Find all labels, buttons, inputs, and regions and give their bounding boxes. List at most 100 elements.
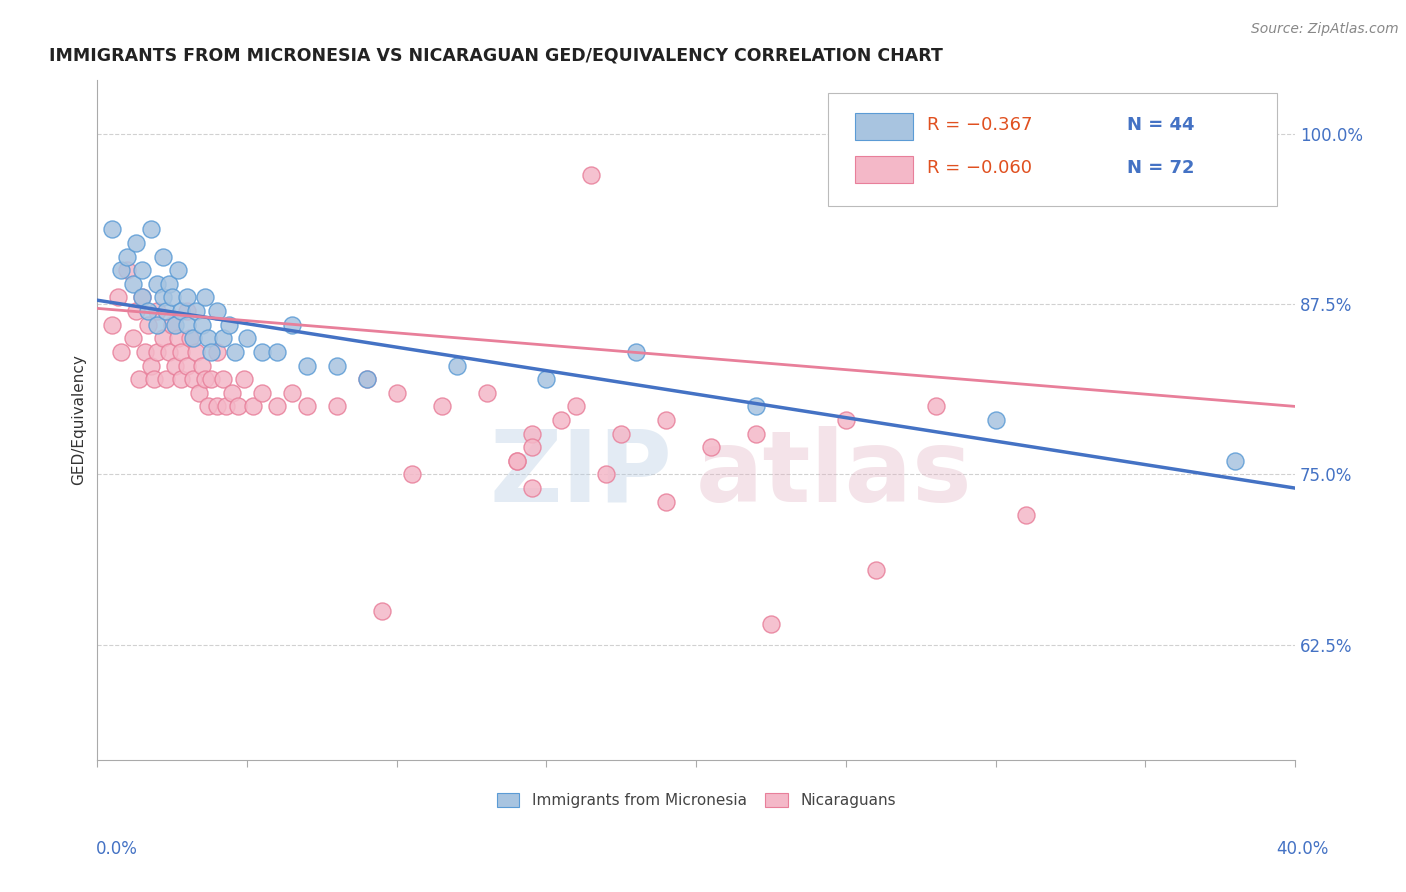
Point (475, 385, 498, 400)
Point (141, 222, 163, 236)
Point (191, 318, 214, 332)
Legend: Immigrants from Micronesia, Nicaraguans: Immigrants from Micronesia, Nicaraguans (491, 787, 901, 814)
Point (170, 304, 193, 318)
Point (160, 318, 183, 332)
Point (134, 345, 156, 359)
Point (165, 318, 187, 332)
Point (226, 400, 249, 414)
Point (141, 359, 163, 373)
Point (281, 318, 304, 332)
Point (205, 304, 228, 318)
Text: IMMIGRANTS FROM MICRONESIA VS NICARAGUAN GED/EQUIVALENCY CORRELATION CHART: IMMIGRANTS FROM MICRONESIA VS NICARAGUAN… (49, 46, 943, 64)
Point (236, 331, 259, 345)
Point (221, 385, 243, 400)
Text: R = −0.060: R = −0.060 (928, 159, 1032, 178)
Point (326, 359, 349, 373)
Text: R = −0.367: R = −0.367 (928, 116, 1033, 135)
Point (266, 345, 288, 359)
Point (194, 372, 217, 386)
Point (1014, 508, 1036, 523)
Point (131, 263, 153, 277)
Point (655, 413, 678, 427)
Point (215, 400, 238, 414)
Point (101, 222, 124, 236)
Point (186, 345, 208, 359)
Point (520, 440, 543, 454)
Point (155, 304, 177, 318)
Point (250, 385, 273, 400)
Point (188, 385, 211, 400)
Point (152, 291, 174, 305)
Point (176, 291, 198, 305)
Point (550, 413, 572, 427)
Point (581, 168, 603, 182)
Text: 0.0%: 0.0% (96, 840, 138, 858)
Text: 40.0%: 40.0% (1277, 840, 1329, 858)
Point (536, 372, 558, 386)
Point (446, 359, 468, 373)
Point (181, 372, 204, 386)
Point (326, 400, 349, 414)
Point (101, 318, 124, 332)
Point (191, 359, 214, 373)
Point (157, 345, 180, 359)
Point (401, 467, 423, 482)
Point (520, 481, 543, 495)
Text: N = 72: N = 72 (1128, 159, 1195, 178)
Point (224, 345, 246, 359)
Point (865, 563, 887, 577)
Point (110, 345, 132, 359)
Point (117, 250, 139, 264)
Point (250, 345, 273, 359)
Text: N = 44: N = 44 (1128, 116, 1195, 135)
Point (200, 345, 222, 359)
Point (356, 372, 378, 386)
Point (655, 494, 678, 508)
Point (136, 304, 159, 318)
Point (205, 345, 228, 359)
Point (110, 263, 132, 277)
Point (131, 291, 153, 305)
Point (505, 454, 527, 468)
Point (356, 372, 378, 386)
Point (125, 235, 148, 250)
Point (925, 400, 948, 414)
Point (170, 345, 193, 359)
Point (146, 304, 169, 318)
Point (122, 331, 145, 345)
Point (894, 168, 917, 182)
Point (266, 400, 288, 414)
Point (146, 318, 169, 332)
Point (157, 277, 180, 291)
Point (295, 400, 318, 414)
Point (170, 372, 193, 386)
Point (233, 372, 256, 386)
Point (565, 400, 588, 414)
Point (212, 372, 235, 386)
Point (125, 304, 148, 318)
Point (520, 426, 543, 441)
Point (179, 331, 201, 345)
Point (122, 277, 145, 291)
Point (626, 345, 648, 359)
Point (155, 372, 177, 386)
Point (1164, 168, 1187, 182)
Point (152, 331, 174, 345)
Point (186, 304, 208, 318)
Point (146, 277, 169, 291)
Point (117, 263, 139, 277)
FancyBboxPatch shape (828, 94, 1277, 205)
FancyBboxPatch shape (855, 156, 912, 183)
Point (200, 372, 222, 386)
Point (167, 263, 190, 277)
Point (160, 291, 183, 305)
Point (152, 250, 174, 264)
Point (1223, 454, 1246, 468)
Point (610, 426, 633, 441)
Point (745, 426, 768, 441)
Point (281, 385, 304, 400)
Point (745, 400, 768, 414)
Point (835, 413, 858, 427)
Point (176, 318, 198, 332)
Point (430, 400, 453, 414)
